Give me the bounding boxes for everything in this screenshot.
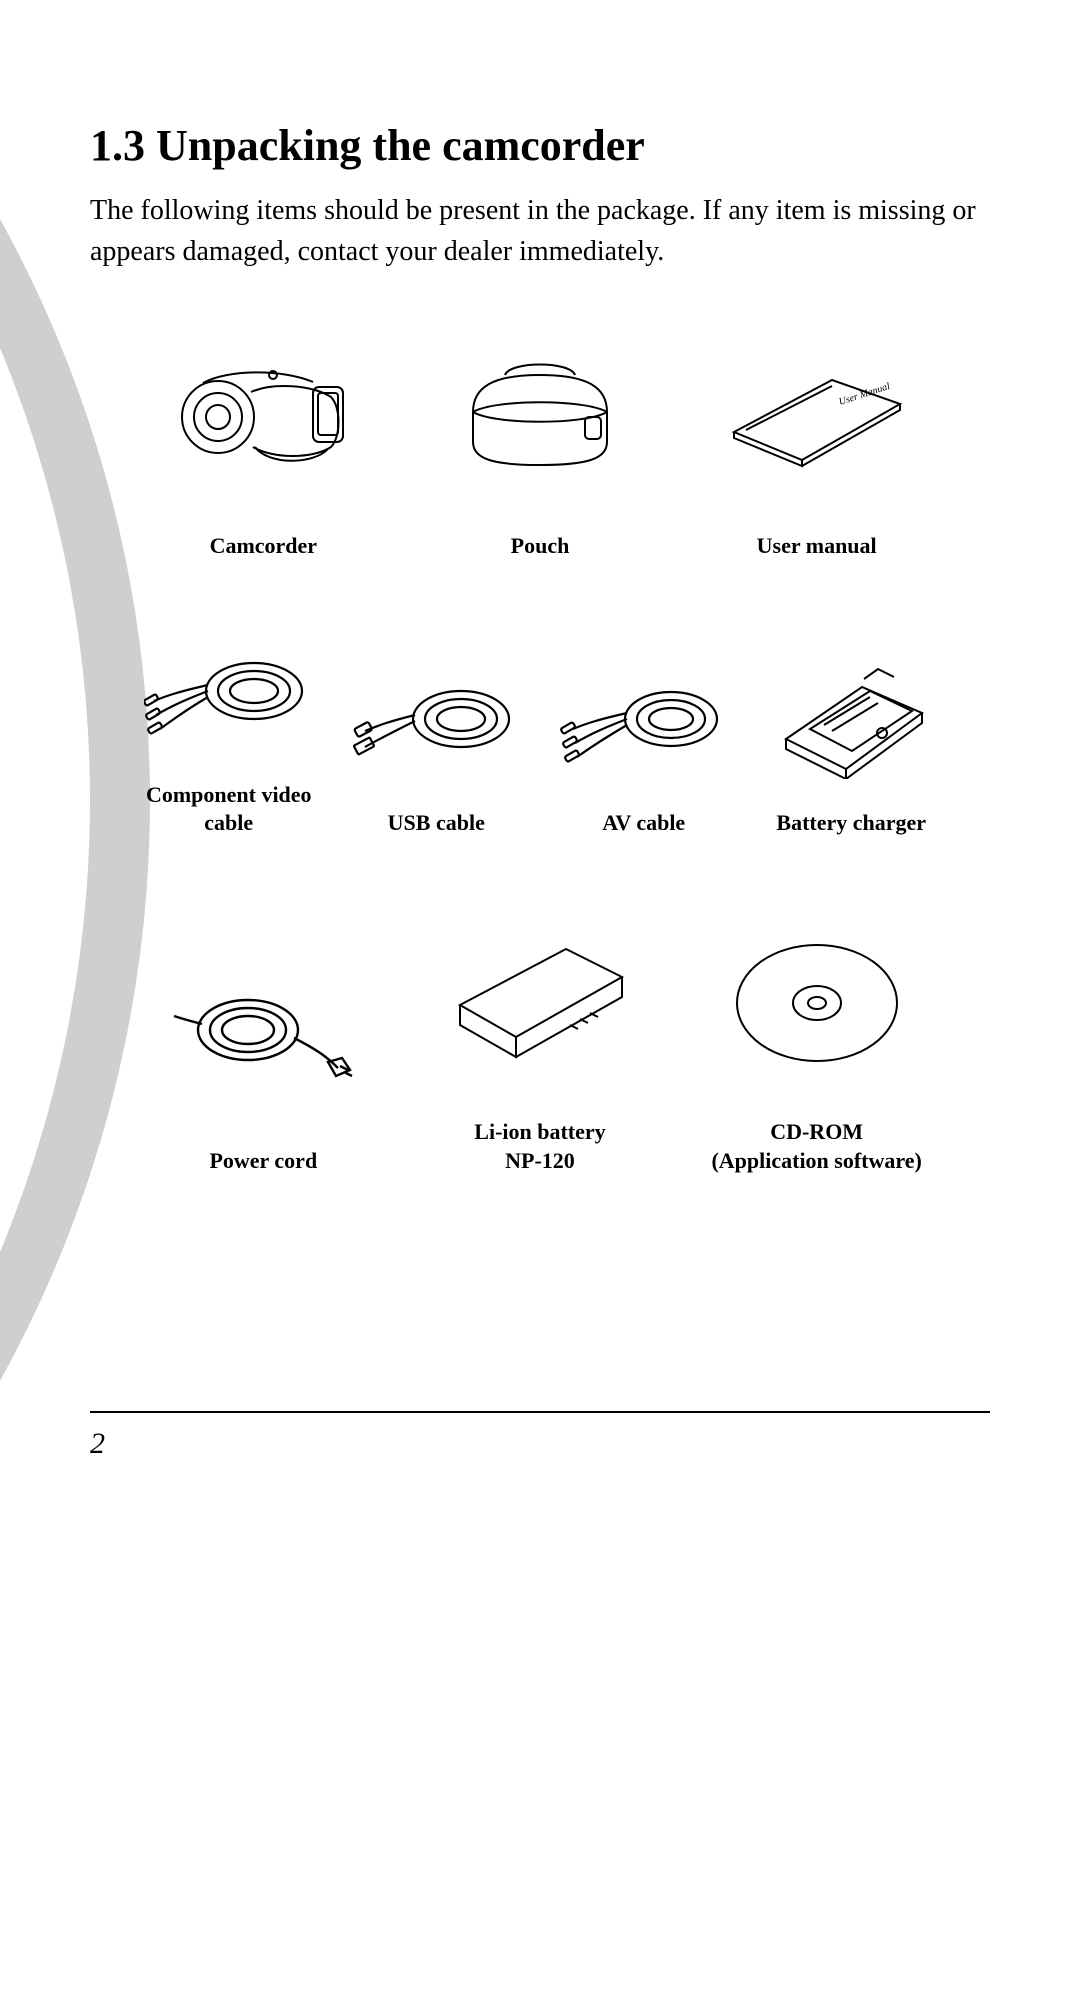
cable-icon bbox=[144, 631, 314, 751]
page-number: 2 bbox=[90, 1427, 105, 1461]
item-label: AV cable bbox=[602, 809, 685, 838]
item-cd-rom: CD-ROM (Application software) bbox=[711, 928, 921, 1175]
item-label: Li-ion battery NP-120 bbox=[474, 1118, 605, 1175]
camcorder-icon bbox=[173, 332, 353, 492]
power-cord-icon bbox=[168, 957, 358, 1107]
section-title: 1.3 Unpacking the camcorder bbox=[90, 120, 990, 171]
page-content: 1.3 Unpacking the camcorder The followin… bbox=[0, 0, 1080, 1523]
cd-icon bbox=[727, 928, 907, 1078]
item-label: Camcorder bbox=[210, 532, 318, 561]
item-label: Power cord bbox=[209, 1147, 317, 1176]
item-label: USB cable bbox=[388, 809, 485, 838]
item-pouch: Pouch bbox=[455, 332, 625, 561]
item-usb-cable: USB cable bbox=[351, 659, 521, 838]
av-cable-icon bbox=[559, 659, 729, 779]
charger-icon bbox=[766, 659, 936, 779]
usb-cable-icon bbox=[351, 659, 521, 779]
item-label: Battery charger bbox=[776, 809, 926, 838]
item-power-cord: Power cord bbox=[168, 957, 358, 1176]
items-row-3: Power cord Li-ion battery NP-120 bbox=[130, 928, 950, 1175]
item-battery-charger: Battery charger bbox=[766, 659, 936, 838]
battery-icon bbox=[440, 928, 640, 1078]
footer-rule bbox=[90, 1411, 990, 1413]
item-user-manual: User Manual User manual bbox=[722, 332, 912, 561]
manual-icon: User Manual bbox=[722, 332, 912, 492]
item-label: CD-ROM (Application software) bbox=[711, 1118, 921, 1175]
item-label: Pouch bbox=[511, 532, 570, 561]
item-li-ion-battery: Li-ion battery NP-120 bbox=[440, 928, 640, 1175]
pouch-icon bbox=[455, 332, 625, 492]
item-component-video-cable: Component video cable bbox=[144, 631, 314, 838]
item-av-cable: AV cable bbox=[559, 659, 729, 838]
item-label: User manual bbox=[757, 532, 877, 561]
items-row-1: Camcorder Pouch bbox=[130, 332, 950, 561]
item-camcorder: Camcorder bbox=[173, 332, 353, 561]
items-row-2: Component video cable USB cable bbox=[130, 631, 950, 838]
item-label: Component video cable bbox=[146, 781, 312, 838]
section-intro: The following items should be present in… bbox=[90, 191, 990, 272]
